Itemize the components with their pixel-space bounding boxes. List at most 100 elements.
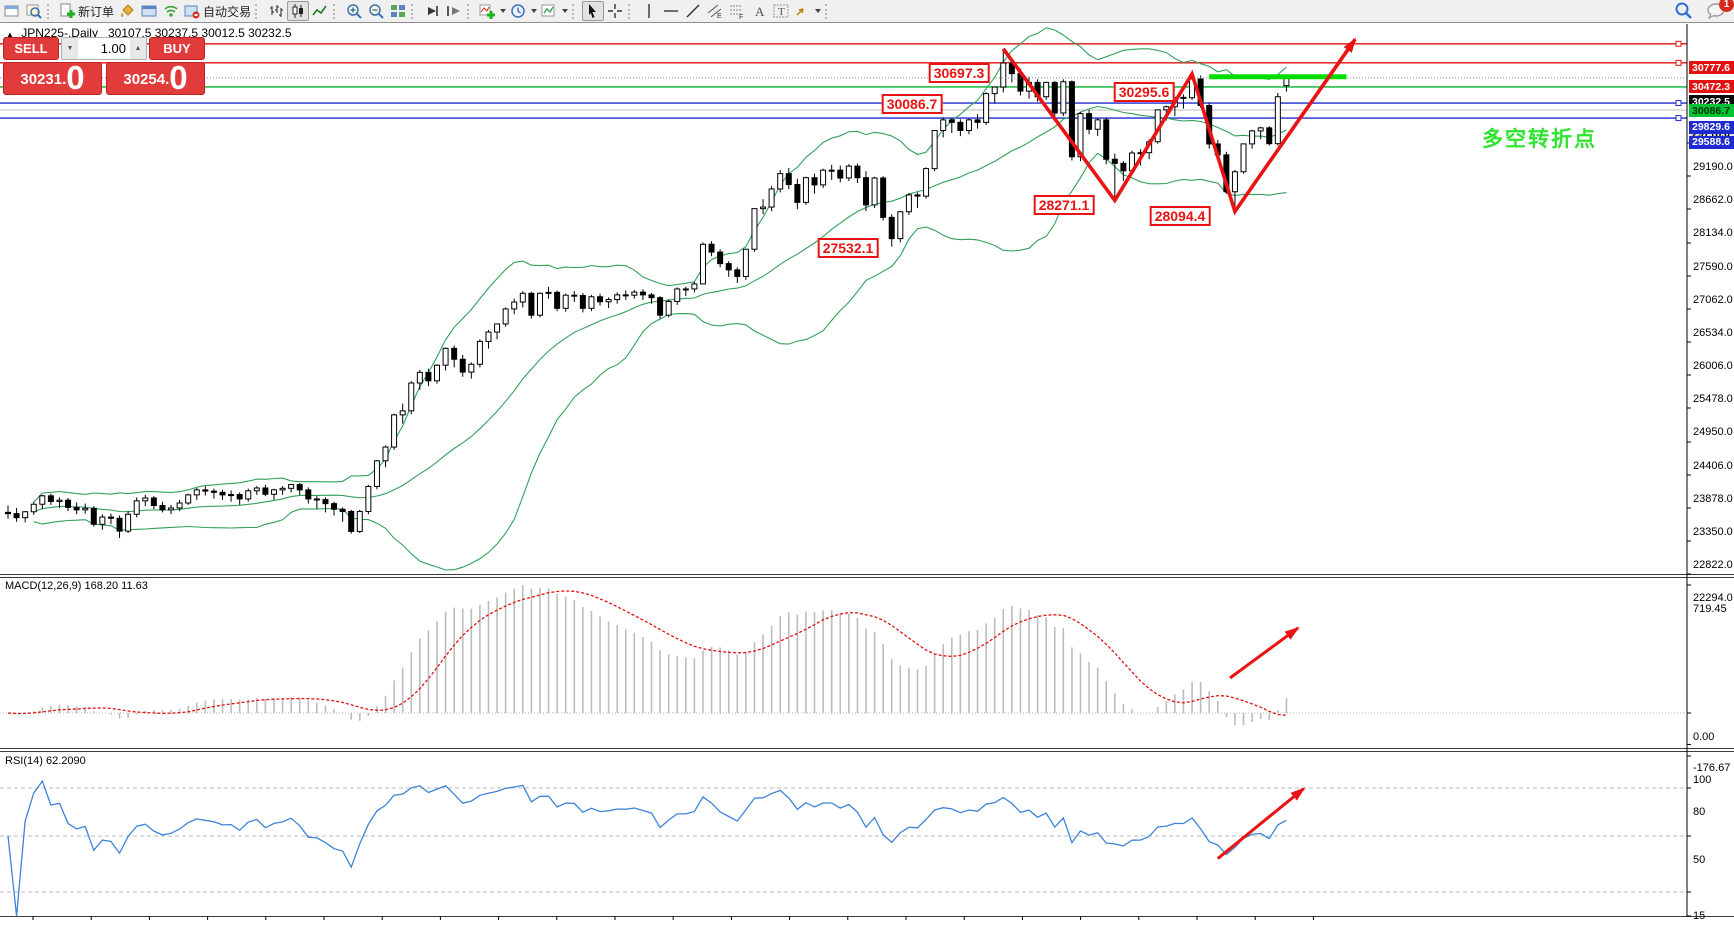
candle-body [56, 499, 63, 502]
buy-button[interactable]: BUY [149, 37, 205, 60]
candle-body [133, 500, 140, 515]
line-chart-icon[interactable] [309, 1, 331, 21]
styles-bucket-icon[interactable] [116, 1, 138, 21]
candle-body [1094, 119, 1101, 130]
candle-body [965, 119, 972, 131]
price-tick-label: 28134.0 [1693, 227, 1733, 239]
sell-price-display[interactable]: 30231. 0 [3, 59, 102, 96]
equidistant-channel-icon[interactable]: E [704, 1, 726, 21]
vertical-line-icon[interactable] [638, 1, 660, 21]
period-clock-icon[interactable] [508, 1, 539, 21]
candle-body [657, 297, 664, 316]
price-annotation-box[interactable]: 27532.1 [817, 238, 879, 258]
toolbar-right-icons: 1 [1674, 0, 1734, 24]
price-annotation-box[interactable]: 28094.4 [1149, 206, 1211, 226]
terminal-icon[interactable] [138, 1, 160, 21]
dropdown-caret [531, 9, 538, 13]
ohlc-values: 30107.5 30237.5 30012.5 30232.5 [108, 26, 292, 40]
rsi-tick-label: 50 [1693, 854, 1706, 866]
crosshair-icon[interactable] [604, 1, 626, 21]
candle-body [47, 495, 54, 502]
volume-increase-button[interactable]: ▲ [130, 38, 146, 59]
candle-body [880, 177, 887, 218]
candle-body [785, 173, 792, 186]
candle-body [1060, 81, 1067, 114]
candle-body [674, 288, 681, 302]
sell-button[interactable]: SELL [3, 37, 59, 60]
candlestick-chart-icon[interactable] [287, 1, 310, 21]
candle-body [459, 358, 466, 373]
candle-body [339, 508, 346, 512]
one-click-trading-panel: SELL ▼ 1.00 ▲ BUY 30231. 0 30254. 0 [3, 37, 205, 95]
candle-body [974, 119, 981, 123]
horizontal-line-icon[interactable] [660, 1, 682, 21]
candle-body [476, 340, 483, 365]
price-annotation-box[interactable]: 30086.7 [881, 94, 943, 114]
candle-body [502, 308, 509, 325]
signals-icon[interactable] [160, 1, 182, 21]
tile-windows-icon[interactable] [387, 1, 409, 21]
notifications-icon[interactable]: 1 [1706, 0, 1734, 24]
price-annotation-box[interactable]: 30697.3 [928, 63, 990, 83]
candle-body [1120, 162, 1127, 172]
candle-body [631, 291, 638, 296]
collapse-triangle-icon[interactable]: ▲ [6, 30, 14, 39]
candle-body [313, 498, 320, 501]
rsi-tick-label: 80 [1693, 806, 1706, 818]
buy-price-display[interactable]: 30254. 0 [106, 61, 205, 95]
candle-body [751, 208, 758, 250]
price-tick-label: 28662.0 [1693, 194, 1733, 206]
price-tick-label: 26006.0 [1693, 360, 1733, 372]
candle-body [554, 291, 561, 309]
candle-body [1249, 130, 1256, 145]
candle-body [356, 510, 363, 532]
volume-input[interactable]: 1.00 [100, 41, 126, 56]
indicators-add-icon[interactable] [477, 1, 508, 21]
volume-decrease-button[interactable]: ▼ [62, 38, 78, 59]
price-tag-29588.6: 29588.6 [1689, 135, 1734, 149]
candle-body [262, 487, 269, 495]
new-order-label: 新订单 [78, 4, 115, 19]
cursor-icon[interactable] [582, 1, 605, 21]
sell-price-big-digit: 0 [66, 59, 85, 96]
candle-body [1231, 171, 1238, 193]
zoom-out-icon[interactable] [365, 1, 387, 21]
price-tick-label: 27062.0 [1693, 294, 1733, 306]
data-window-icon[interactable] [23, 1, 45, 21]
price-annotation-box[interactable]: 30295.6 [1113, 82, 1175, 102]
zoom-in-icon[interactable] [343, 1, 365, 21]
candle-body [957, 121, 964, 131]
candle-body [1163, 106, 1170, 111]
candle-body [725, 263, 732, 271]
toolbar-separator [467, 3, 473, 19]
candle-body [562, 294, 569, 309]
candle-body [228, 494, 235, 497]
text-icon[interactable]: A [748, 1, 770, 21]
text-label-icon[interactable]: T [770, 1, 792, 21]
trendline-icon[interactable] [682, 1, 704, 21]
chart-shift-icon[interactable] [443, 1, 465, 21]
auto-trading-label: 自动交易 [203, 4, 252, 19]
macd-signal-line [7, 590, 1287, 716]
fibonacci-icon[interactable]: F [726, 1, 748, 21]
bar-chart-icon[interactable] [265, 1, 287, 21]
candle-body [485, 331, 492, 342]
candle-body [802, 177, 809, 203]
bull-bear-turning-point-note[interactable]: 多空转折点 [1482, 128, 1597, 151]
new-order-button[interactable]: 新订单 [57, 1, 116, 21]
candle-body [185, 494, 192, 504]
search-icon[interactable] [1674, 1, 1692, 24]
candle-body [905, 194, 912, 213]
candle-body [897, 211, 904, 240]
auto-trading-button[interactable]: 自动交易 [182, 1, 253, 21]
price-annotation-box[interactable]: 28271.1 [1033, 195, 1095, 215]
templates-icon[interactable] [539, 1, 570, 21]
price-tick-label: 24406.0 [1693, 460, 1733, 472]
rsi-up-arrow [1216, 787, 1306, 860]
chart-canvas[interactable] [0, 24, 1734, 935]
window-icon[interactable] [1, 1, 23, 21]
auto-scroll-icon[interactable] [421, 1, 443, 21]
arrows-shapes-icon[interactable] [792, 1, 823, 21]
candle-body [279, 487, 286, 491]
candle-body [863, 177, 869, 206]
